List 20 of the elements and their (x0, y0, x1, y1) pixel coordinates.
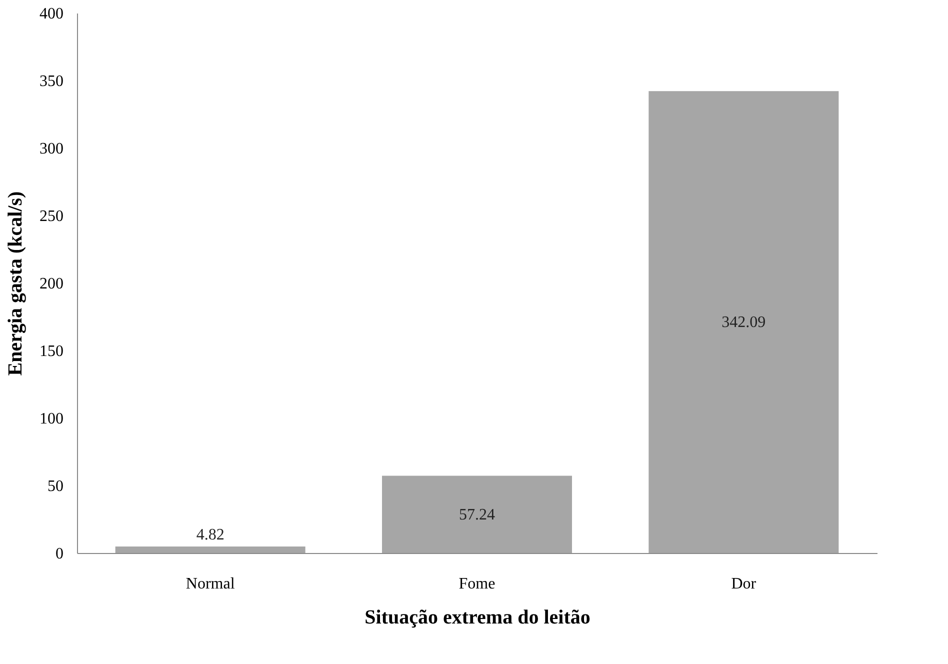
y-tick-label: 150 (40, 343, 64, 360)
y-tick-label: 300 (40, 140, 64, 158)
y-tick-label: 350 (40, 73, 64, 90)
x-axis-title: Situação extrema do leitão (364, 606, 590, 628)
x-tick-label: Fome (458, 576, 496, 592)
data-label: 57.24 (459, 506, 495, 524)
bar (382, 476, 572, 553)
x-tick-label: Dor (731, 576, 757, 592)
y-tick-label: 0 (56, 546, 64, 562)
bar (115, 546, 306, 553)
y-tick-label: 100 (40, 410, 64, 428)
bar (648, 91, 839, 553)
y-tick-label: 50 (48, 478, 64, 495)
x-tick-label: Normal (186, 576, 236, 592)
y-tick-label: 200 (40, 276, 64, 292)
y-tick-label: 400 (40, 6, 64, 22)
data-label: 4.82 (196, 526, 224, 544)
y-tick-label: 250 (40, 208, 64, 225)
y-axis-title: Energia gasta (kcal/s) (4, 191, 26, 376)
data-label: 342.09 (722, 314, 766, 332)
